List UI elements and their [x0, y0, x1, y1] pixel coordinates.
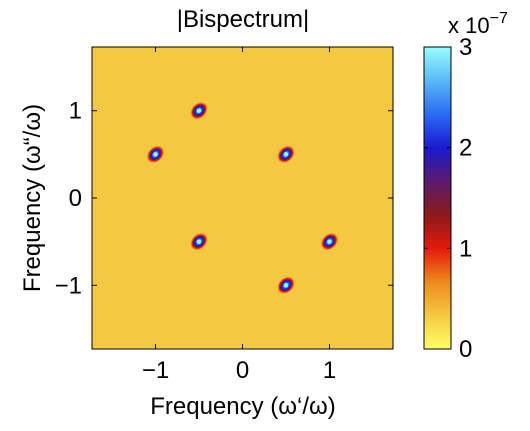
plot-area: [91, 46, 394, 350]
peak-max: [153, 152, 158, 157]
colorbar-tick-label: 3: [459, 34, 472, 61]
y-tick-label: −1: [55, 272, 82, 299]
peak-max: [196, 108, 202, 113]
bispectrum-peak: [145, 144, 166, 164]
bispectrum-peak: [189, 101, 209, 121]
bispectrum-peak: [189, 232, 209, 252]
colorbar-tick-label: 1: [459, 235, 472, 262]
peak-max: [283, 152, 289, 157]
bispectrum-peak: [319, 232, 340, 252]
x-axis-ticks: −1 0 1: [142, 47, 336, 384]
y-tick-label: 1: [69, 98, 82, 125]
colorbar-tick-label: 2: [459, 135, 472, 162]
colorbar-tick-label: 0: [459, 336, 472, 363]
peak-max: [283, 283, 289, 288]
colorbar-multiplier-exponent: −7: [490, 10, 508, 27]
peak-max: [327, 239, 332, 244]
y-axis-ticks: −1 0 1: [55, 98, 393, 299]
x-axis-label: Frequency (ω‘/ω): [150, 393, 336, 420]
y-tick-label: 0: [69, 185, 82, 212]
x-tick-label: −1: [142, 357, 169, 384]
chart-title: |Bispectrum|: [177, 6, 310, 33]
peak-max: [196, 239, 202, 244]
colorbar-multiplier-label: x 10−7: [448, 10, 508, 38]
colorbar: 0 1 2 3: [423, 34, 472, 363]
bispectrum-peak: [276, 275, 296, 295]
x-tick-label: 1: [323, 357, 336, 384]
colorbar-multiplier-base: x 10: [448, 13, 490, 38]
x-tick-label: 0: [236, 357, 249, 384]
bispectrum-peak: [276, 144, 296, 164]
plot-background: [92, 47, 393, 349]
colorbar-gradient: [423, 46, 452, 350]
y-axis-label: Frequency (ω“/ω): [19, 104, 46, 292]
